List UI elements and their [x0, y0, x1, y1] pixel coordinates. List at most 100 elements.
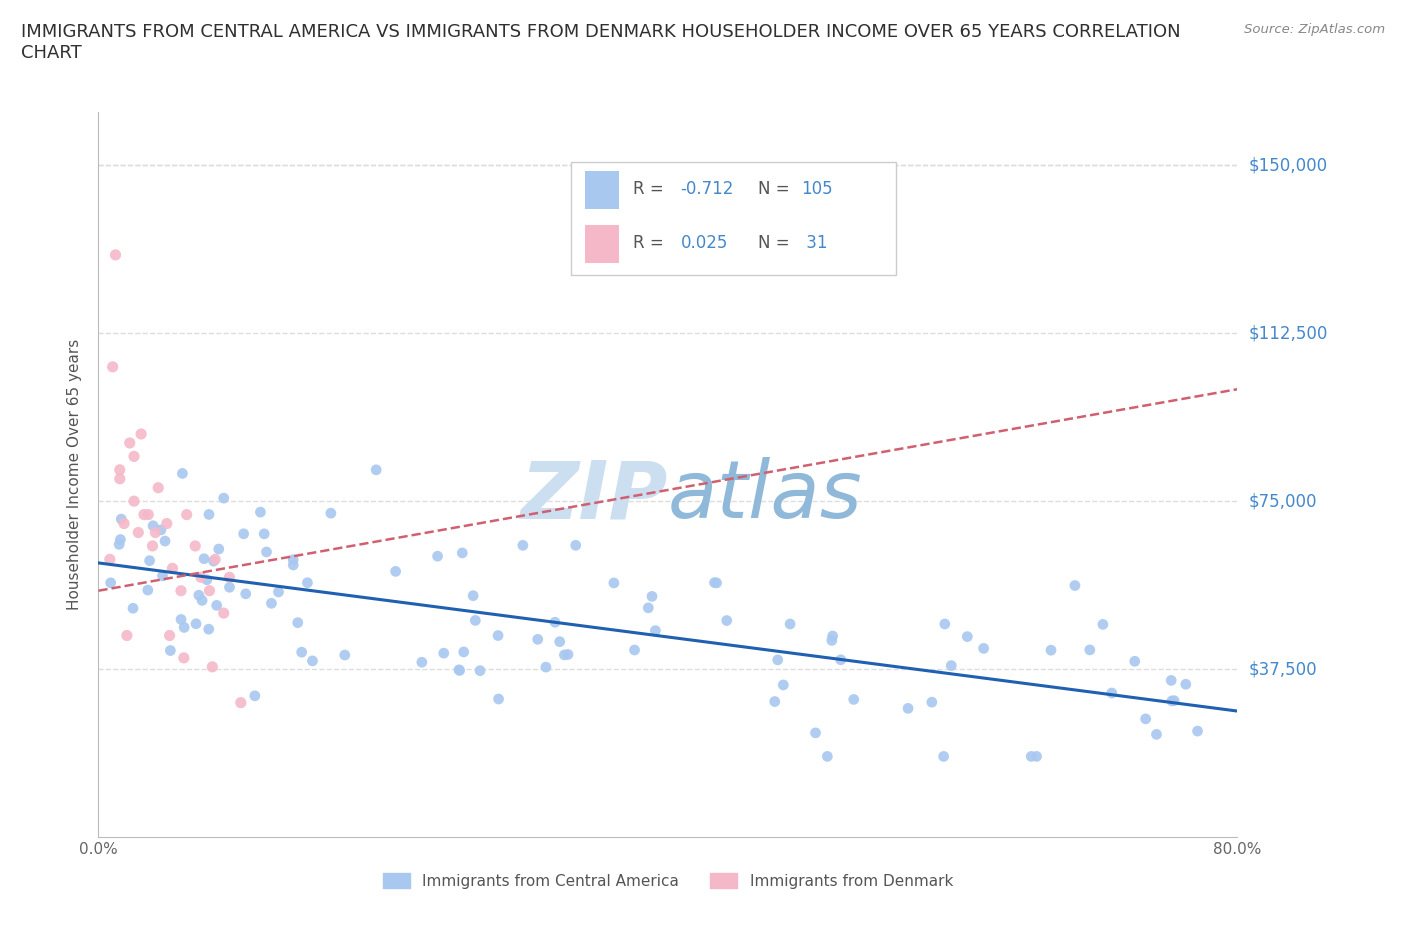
Point [138, 553, 160, 568]
Point [1163, 693, 1185, 708]
Text: $37,500: $37,500 [1249, 660, 1317, 678]
Point [512, 538, 534, 552]
Point [153, 534, 176, 549]
Point [141, 538, 163, 553]
Point [127, 525, 149, 540]
Point [198, 583, 221, 598]
Point [1025, 749, 1047, 764]
Point [235, 587, 257, 602]
Point [172, 466, 194, 481]
Text: $112,500: $112,500 [1249, 325, 1327, 342]
Point [644, 623, 666, 638]
Point [1091, 617, 1114, 631]
Point [98, 551, 121, 566]
Point [637, 601, 659, 616]
Point [205, 598, 228, 613]
Point [956, 630, 979, 644]
Point [159, 644, 181, 658]
Point [366, 462, 388, 477]
Point [1078, 643, 1101, 658]
Point [110, 512, 132, 526]
Point [1174, 677, 1197, 692]
Point [218, 570, 240, 585]
Point [159, 628, 181, 643]
Point [297, 576, 319, 591]
Point [122, 494, 145, 509]
Point [256, 544, 278, 559]
Point [1187, 724, 1209, 738]
Point [772, 677, 794, 692]
Point [449, 663, 471, 678]
Point [1039, 643, 1062, 658]
Point [1101, 685, 1123, 700]
Point [202, 553, 225, 568]
Point [548, 634, 571, 649]
Point [1064, 578, 1087, 593]
Point [152, 568, 174, 583]
Point [173, 620, 195, 635]
Point [122, 449, 145, 464]
Point [411, 655, 433, 670]
Point [129, 427, 152, 442]
Point [1160, 673, 1182, 688]
Point [815, 749, 838, 764]
Text: N =: N = [758, 179, 794, 198]
Point [229, 696, 252, 711]
Point [564, 538, 586, 552]
Point [766, 653, 789, 668]
Point [287, 616, 309, 631]
Text: 0.025: 0.025 [681, 233, 728, 252]
Point [110, 532, 132, 547]
Point [104, 247, 127, 262]
Point [260, 596, 283, 611]
Point [142, 518, 165, 533]
Point [301, 654, 323, 669]
Point [544, 615, 567, 630]
Text: $150,000: $150,000 [1249, 156, 1327, 174]
Point [821, 633, 844, 648]
Point [934, 617, 956, 631]
Point [100, 576, 122, 591]
Point [641, 589, 664, 604]
Legend: Immigrants from Central America, Immigrants from Denmark: Immigrants from Central America, Immigra… [377, 867, 959, 895]
FancyBboxPatch shape [571, 163, 896, 275]
Point [149, 523, 172, 538]
Text: 31: 31 [801, 233, 828, 252]
Point [249, 505, 271, 520]
FancyBboxPatch shape [585, 225, 619, 263]
Point [291, 644, 314, 659]
Point [468, 663, 491, 678]
Point [451, 546, 474, 561]
Point [921, 695, 943, 710]
Point [108, 537, 131, 551]
Point [212, 605, 235, 620]
Point [453, 644, 475, 659]
Point [464, 613, 486, 628]
Point [201, 659, 224, 674]
Point [108, 472, 131, 486]
Point [208, 541, 231, 556]
Point [156, 516, 179, 531]
FancyBboxPatch shape [585, 171, 619, 209]
Point [197, 622, 219, 637]
Point [162, 561, 184, 576]
Point [486, 628, 509, 643]
Point [184, 538, 207, 553]
Point [932, 749, 955, 764]
Point [830, 652, 852, 667]
Point [463, 589, 485, 604]
Point [706, 576, 728, 591]
Point [136, 507, 159, 522]
Point [763, 694, 786, 709]
Point [623, 643, 645, 658]
Point [101, 359, 124, 374]
Text: 105: 105 [801, 179, 832, 198]
Point [108, 462, 131, 477]
Point [779, 617, 801, 631]
Point [283, 552, 305, 567]
Point [115, 628, 138, 643]
Point [176, 507, 198, 522]
Point [187, 588, 209, 603]
Point [232, 526, 254, 541]
Point [170, 612, 193, 627]
